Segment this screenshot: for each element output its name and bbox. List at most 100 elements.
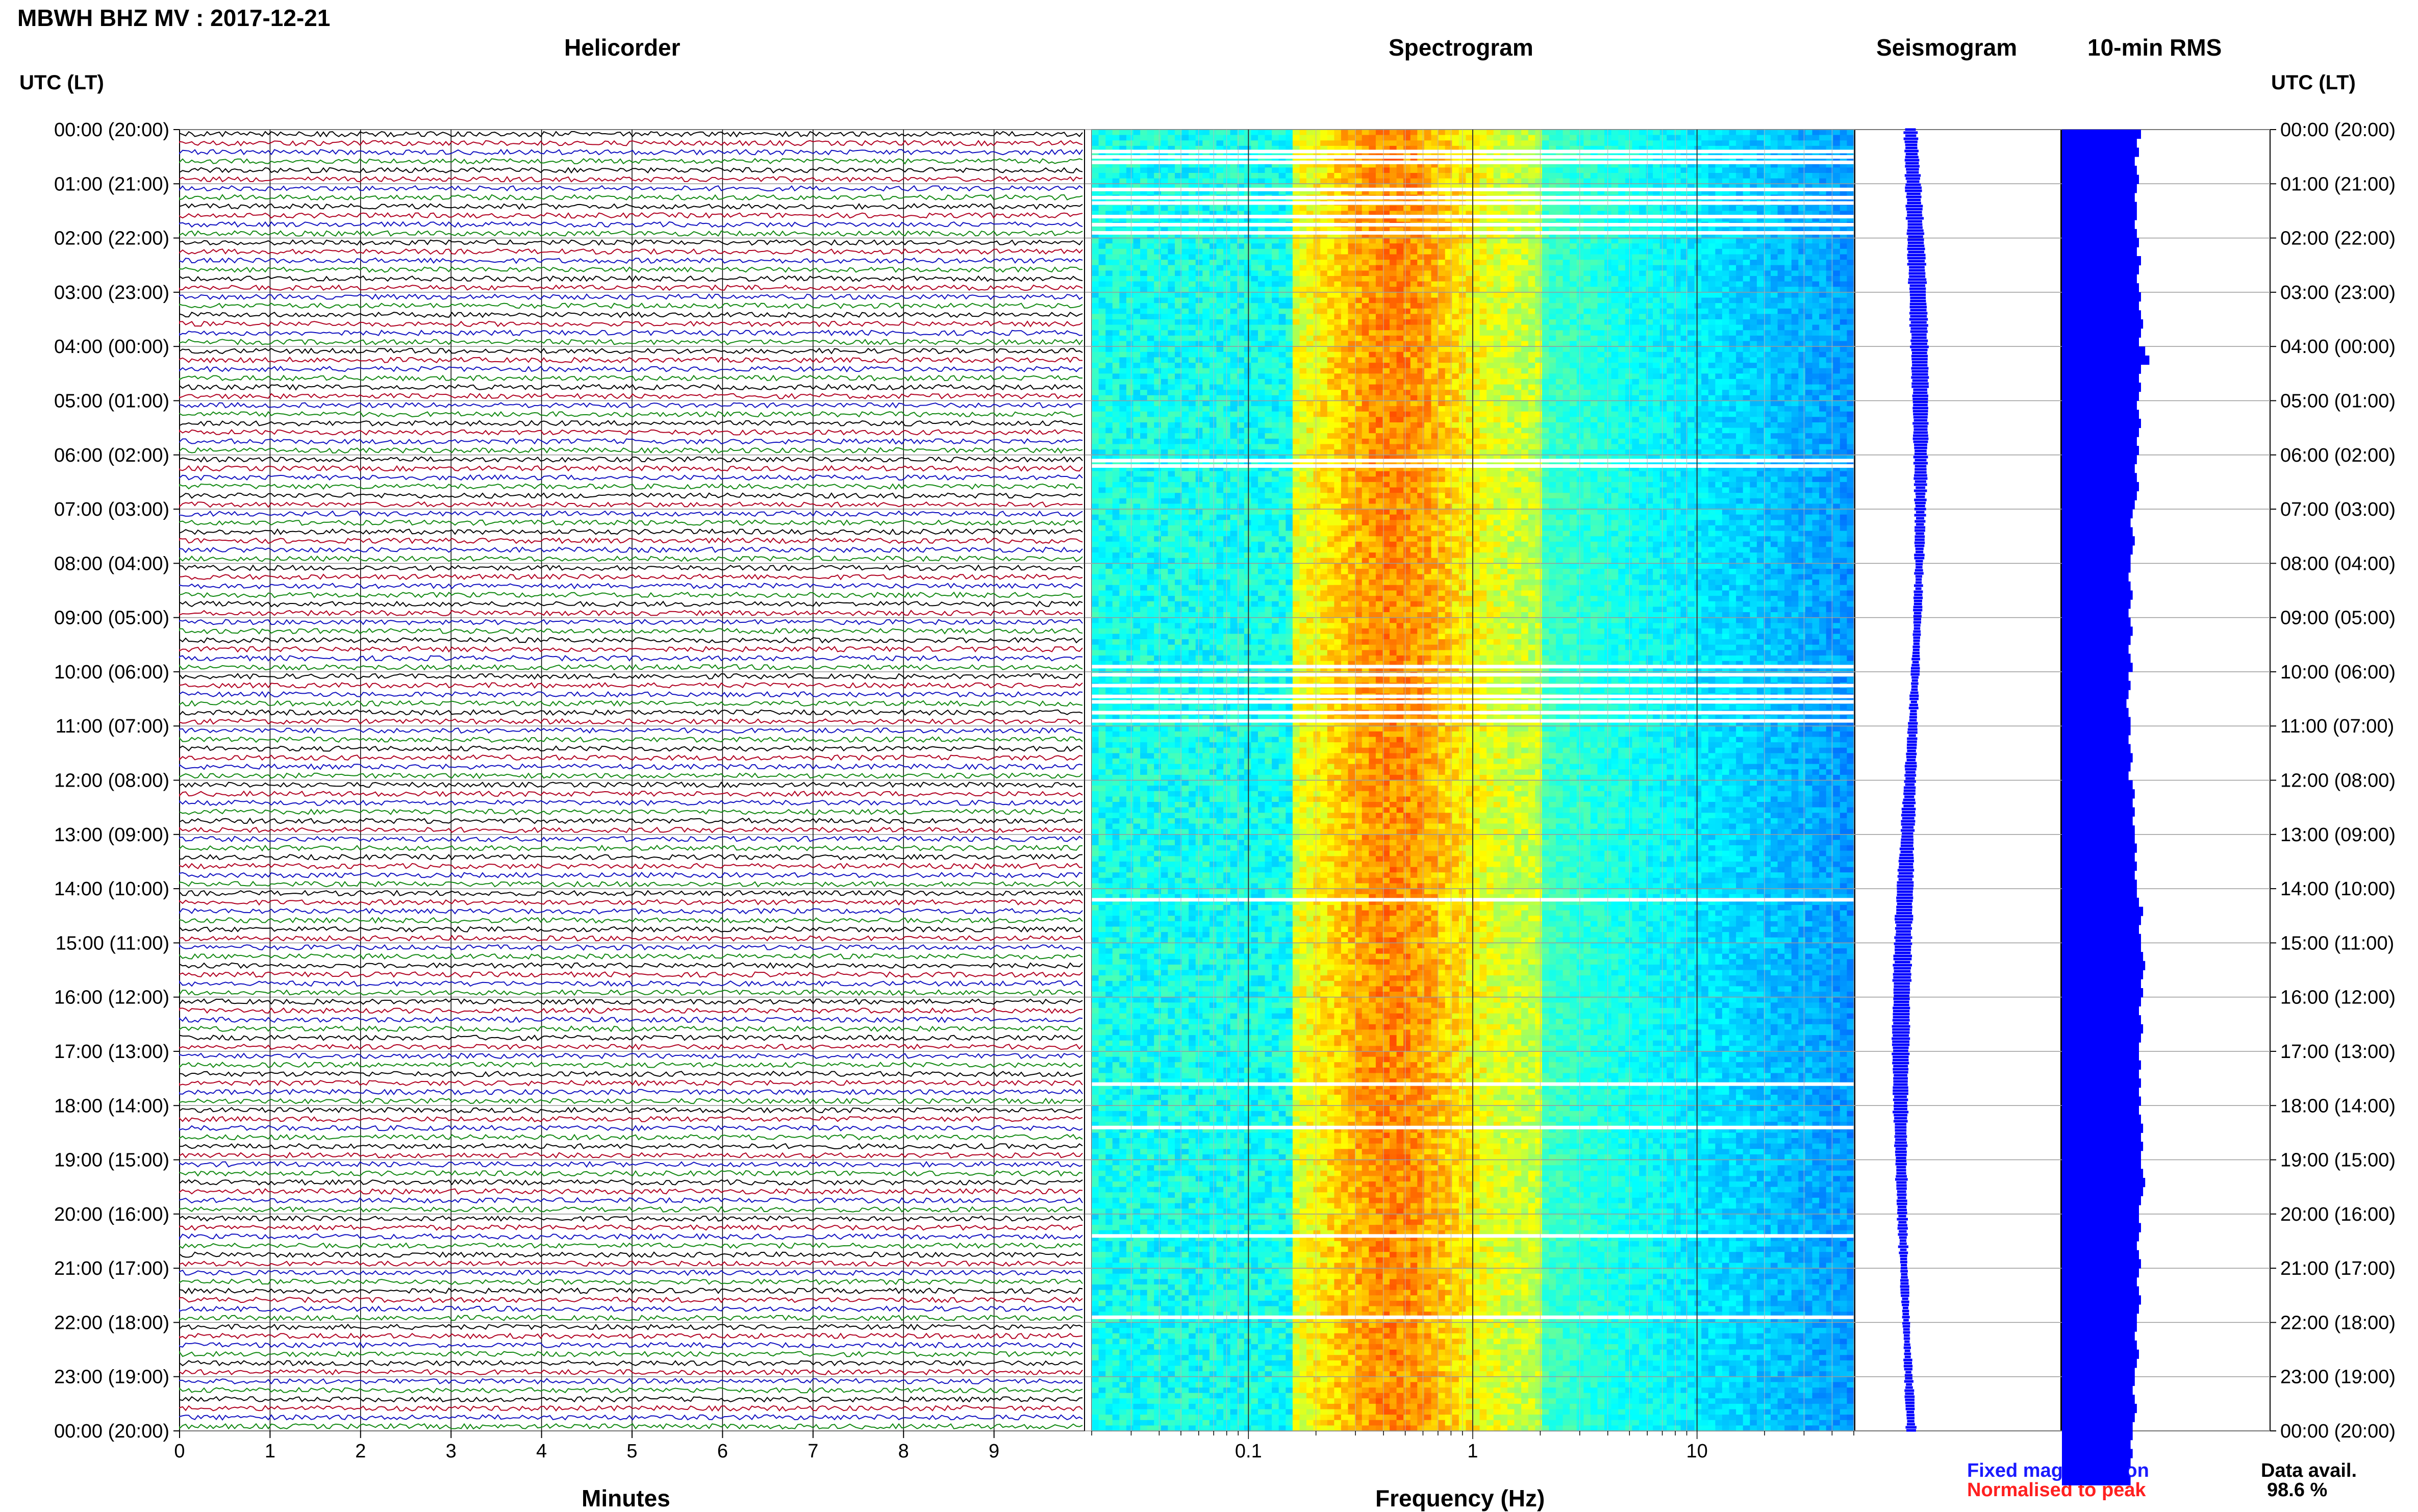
spectrogram-cell [1680, 324, 1688, 331]
spectrogram-cell [1244, 303, 1251, 309]
spectrogram-cell [1424, 167, 1432, 173]
spectrogram-cell [1466, 233, 1473, 239]
spectrogram-cell [1680, 314, 1688, 320]
spectrogram-cell [1375, 287, 1383, 293]
spectrogram-cell [1112, 281, 1120, 287]
spectrogram-cell [1424, 363, 1432, 369]
spectrogram-cell [1133, 167, 1141, 173]
spectrogram-cell [1576, 189, 1584, 195]
spectrogram-cell [1826, 346, 1833, 352]
spectrogram-cell [1826, 281, 1833, 287]
spectrogram-cell [1424, 357, 1432, 363]
spectrogram-cell [1140, 265, 1148, 271]
spectrogram-cell [1750, 151, 1757, 157]
spectrogram-cell [1479, 130, 1487, 136]
spectrogram-cell [1244, 260, 1251, 266]
spectrogram-cell [1230, 319, 1238, 325]
spectrogram-cell [1556, 205, 1564, 211]
spectrogram-cell [1327, 227, 1334, 233]
spectrogram-cell [1355, 151, 1363, 157]
spectrogram-cell [1777, 265, 1785, 271]
spectrogram-cell [1715, 319, 1723, 325]
spectrogram-cell [1743, 248, 1750, 255]
spectrogram-cell [1362, 319, 1369, 325]
spectrogram-cell [1840, 341, 1847, 347]
spectrogram-cell [1438, 140, 1446, 146]
spectrogram-cell [1320, 162, 1328, 168]
spectrogram-cell [1521, 254, 1529, 260]
spectrogram-cell [1542, 330, 1549, 336]
spectrogram-cell [1701, 205, 1709, 211]
spectrogram-cell [1112, 162, 1120, 168]
spectrogram-cell [1597, 265, 1605, 271]
spectrogram-cell [1431, 211, 1439, 217]
spectrogram-cell [1791, 254, 1799, 260]
spectrogram-cell [1597, 243, 1605, 249]
spectrogram-cell [1708, 167, 1716, 173]
spectrogram-cell [1493, 216, 1501, 222]
spectrogram-cell [1667, 330, 1674, 336]
spectrogram-cell [1514, 341, 1522, 347]
spectrogram-cell [1230, 151, 1238, 157]
spectrogram-cell [1209, 211, 1217, 217]
spectrogram-cell [1375, 351, 1383, 358]
spectrogram-cell [1729, 363, 1736, 369]
spectrogram-cell [1771, 151, 1778, 157]
spectrogram-cell [1729, 287, 1736, 293]
spectrogram-cell [1244, 238, 1251, 244]
spectrogram-cell [1722, 205, 1730, 211]
spectrogram-cell [1659, 162, 1667, 168]
spectrogram-cell [1771, 276, 1778, 282]
spectrogram-cell [1542, 324, 1549, 331]
spectrogram-cell [1507, 287, 1515, 293]
spectrogram-cell [1209, 363, 1217, 369]
spectrogram-cell [1791, 135, 1799, 141]
spectrogram-cell [1140, 297, 1148, 304]
spectrogram-cell [1590, 254, 1598, 260]
spectrogram-cell [1445, 314, 1452, 320]
spectrogram-cell [1479, 189, 1487, 195]
spectrogram-cell [1362, 211, 1369, 217]
spectrogram-cell [1362, 292, 1369, 298]
spectrogram-cell [1466, 357, 1473, 363]
spectrogram-cell [1673, 184, 1681, 190]
spectrogram-cell [1639, 297, 1647, 304]
spectrogram-cell [1819, 162, 1827, 168]
spectrogram-cell [1424, 287, 1432, 293]
spectrogram-cell [1390, 303, 1397, 309]
spectrogram-cell [1251, 281, 1258, 287]
spectrogram-cell [1362, 233, 1369, 239]
spectrogram-cell [1299, 351, 1307, 358]
spectrogram-cell [1438, 270, 1446, 276]
spectrogram-cell [1382, 140, 1390, 146]
spectrogram-cell [1265, 248, 1272, 255]
spectrogram-cell [1292, 324, 1300, 331]
spectrogram-cell [1355, 173, 1363, 179]
spectrogram-cell [1382, 162, 1390, 168]
spectrogram-cell [1175, 363, 1182, 369]
spectrogram-cell [1715, 227, 1723, 233]
spectrogram-cell [1507, 216, 1515, 222]
spectrogram-cell [1438, 351, 1446, 358]
spectrogram-cell [1403, 330, 1411, 336]
spectrogram-cell [1133, 335, 1141, 342]
spectrogram-cell [1292, 281, 1300, 287]
spectrogram-cell [1791, 243, 1799, 249]
spectrogram-cell [1417, 167, 1425, 173]
spectrogram-cell [1791, 211, 1799, 217]
spectrogram-cell [1500, 167, 1508, 173]
spectrogram-cell [1140, 351, 1148, 358]
spectrogram-cell [1556, 357, 1564, 363]
spectrogram-cell [1597, 205, 1605, 211]
spectrogram-cell [1535, 265, 1543, 271]
spectrogram-cell [1556, 292, 1564, 298]
spectrogram-cell [1722, 357, 1730, 363]
spectrogram-cell [1659, 248, 1667, 255]
spectrogram-cell [1507, 368, 1515, 374]
spectrogram-cell [1500, 145, 1508, 152]
spectrogram-cell [1181, 341, 1189, 347]
spectrogram-cell [1313, 341, 1321, 347]
spectrogram-cell [1743, 324, 1750, 331]
spectrogram-cell [1382, 248, 1390, 255]
spectrogram-cell [1272, 157, 1279, 163]
